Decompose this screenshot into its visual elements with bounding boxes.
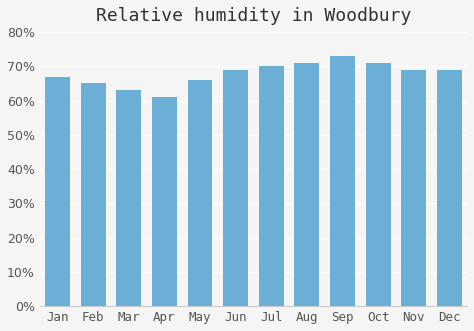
Bar bbox=[188, 80, 212, 306]
Bar bbox=[294, 63, 319, 306]
Bar bbox=[45, 76, 70, 306]
Bar bbox=[437, 70, 462, 306]
Bar bbox=[401, 70, 426, 306]
Bar bbox=[330, 56, 355, 306]
Bar bbox=[81, 83, 106, 306]
Title: Relative humidity in Woodbury: Relative humidity in Woodbury bbox=[96, 7, 411, 25]
Bar bbox=[116, 90, 141, 306]
Bar bbox=[365, 63, 391, 306]
Bar bbox=[223, 70, 248, 306]
Bar bbox=[259, 66, 284, 306]
Bar bbox=[152, 97, 177, 306]
